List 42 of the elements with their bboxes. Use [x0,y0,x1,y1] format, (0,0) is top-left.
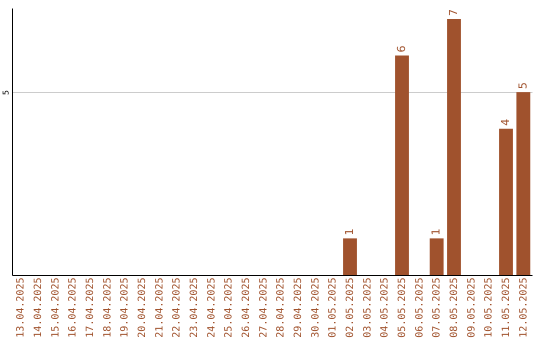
data-label: 6 [395,46,408,53]
x-tick-label: 07.05.2025 [432,278,443,338]
x-tick-label: 17.04.2025 [85,278,96,338]
x-tick-label: 04.05.2025 [380,278,391,338]
x-tick-label: 09.05.2025 [466,278,478,338]
x-tick-label: 24.04.2025 [206,278,218,338]
bar [395,56,409,275]
x-tick-label: 30.04.2025 [310,278,322,338]
x-tick-label: 27.04.2025 [258,278,270,338]
x-tick-label: 16.04.2025 [68,278,79,338]
data-label: 1 [343,228,356,236]
x-tick-label: 26.04.2025 [241,278,252,338]
bar [430,238,444,275]
x-tick-label: 08.05.2025 [449,278,460,338]
bar [516,92,530,275]
x-tick-label: 03.05.2025 [362,278,374,338]
x-tick-label: 10.05.2025 [484,278,495,338]
data-label: 5 [516,82,530,90]
x-tick-label: 06.05.2025 [414,278,426,338]
x-tick-label: 19.04.2025 [120,278,131,338]
x-tick-label: 02.05.2025 [345,278,356,338]
bar [343,238,357,275]
x-tick-label: 01.05.2025 [328,278,339,338]
bar [447,18,461,275]
x-tick-label: 15.04.2025 [50,278,62,338]
x-tick-label: 25.04.2025 [224,278,235,338]
data-label: 7 [447,8,460,16]
x-tick-label: 29.04.2025 [293,278,304,338]
bar [499,128,513,275]
data-label: 1 [430,228,443,236]
x-tick-label: 18.04.2025 [102,278,114,338]
x-tick-label: 23.04.2025 [189,278,200,338]
x-tick-label: 12.05.2025 [518,278,530,338]
data-label: 4 [499,118,512,126]
x-tick-label: 28.04.2025 [276,278,287,338]
x-tick-label: 11.05.2025 [501,278,512,338]
x-tick-label: 22.04.2025 [172,278,183,338]
x-tick-label: 13.04.2025 [16,278,27,338]
x-tick-label: 14.04.2025 [33,278,44,338]
x-tick-label: 20.04.2025 [137,278,148,338]
x-tick-label: 05.05.2025 [397,278,408,338]
x-tick-label: 21.04.2025 [154,278,166,338]
